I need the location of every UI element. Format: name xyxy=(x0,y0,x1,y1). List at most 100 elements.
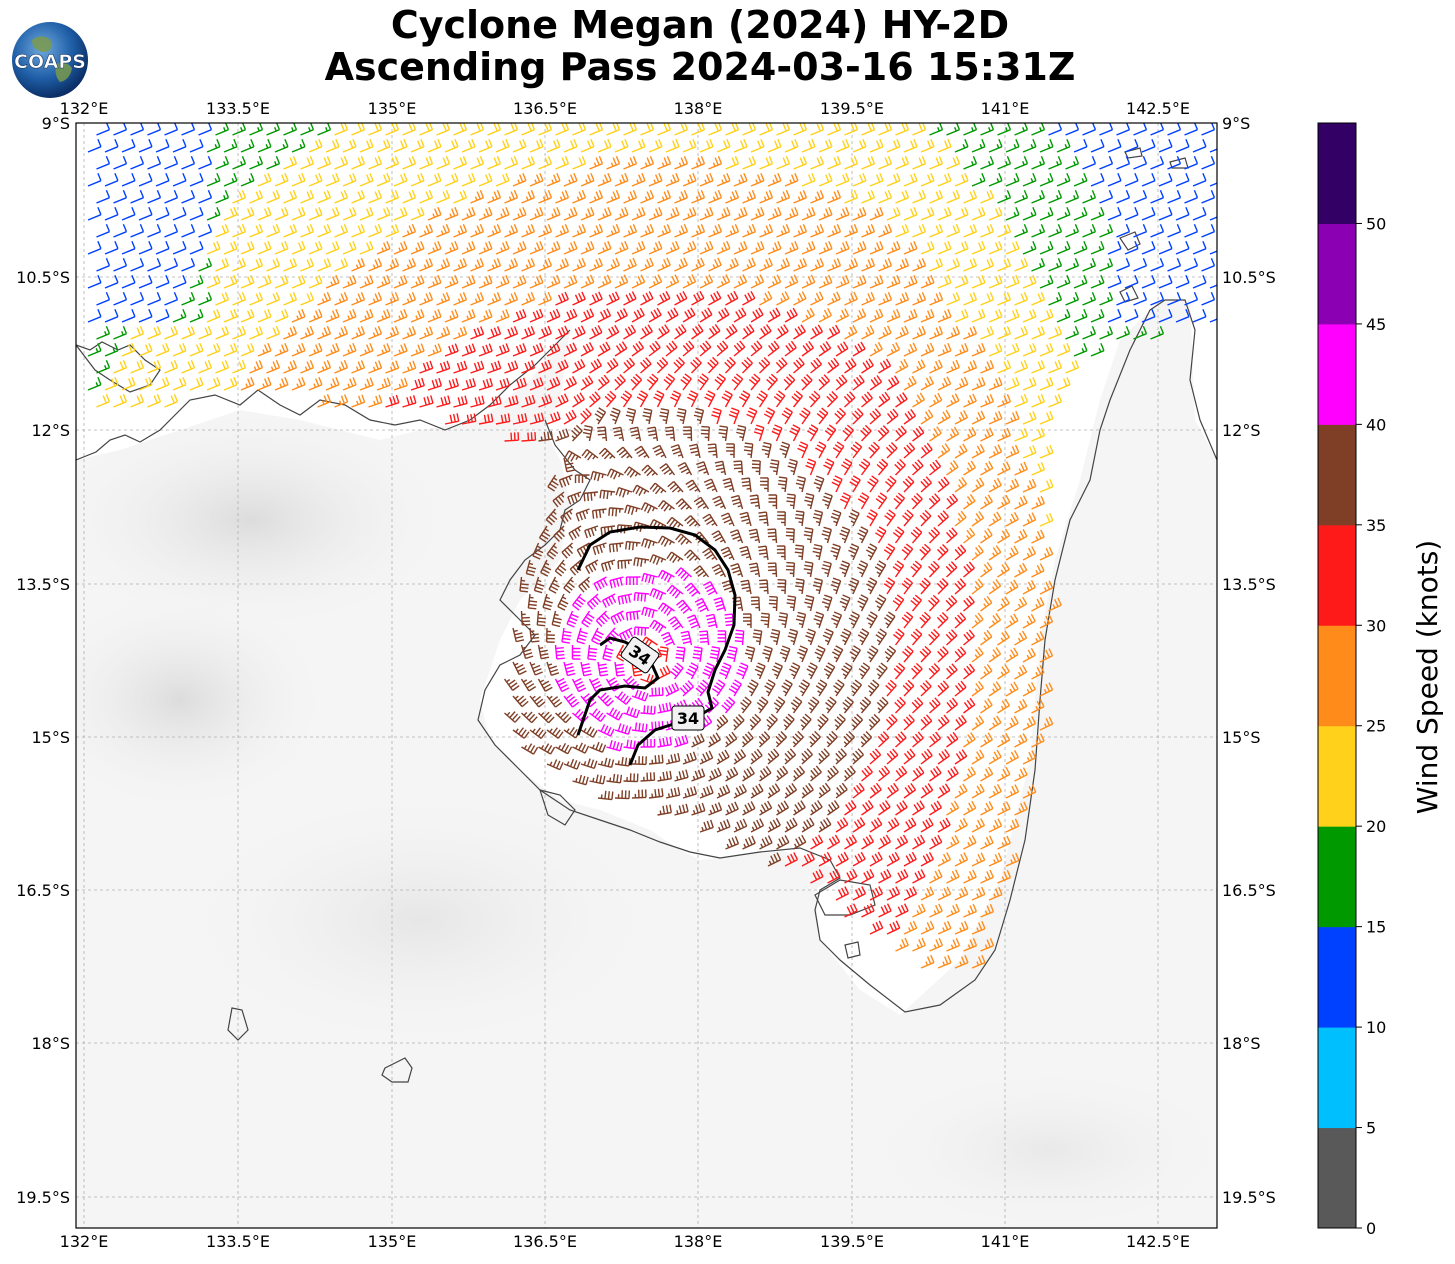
wind-barb xyxy=(753,424,765,442)
wind-barb xyxy=(742,801,756,816)
wind-barb xyxy=(839,594,851,612)
wind-barb xyxy=(1014,698,1028,714)
wind-barb xyxy=(266,326,281,340)
wind-barb xyxy=(980,224,995,238)
wind-barb xyxy=(1005,681,1019,697)
wind-barb xyxy=(189,377,204,391)
wind-barb xyxy=(901,577,914,595)
wind-barb xyxy=(1014,326,1029,340)
wind-barb xyxy=(928,526,940,544)
wind-barb xyxy=(684,582,701,597)
wind-barb xyxy=(781,679,793,697)
wind-barb xyxy=(827,869,841,884)
wind-barb xyxy=(393,173,408,187)
wind-barb xyxy=(546,139,561,153)
wind-barb xyxy=(633,626,650,636)
wind-barb xyxy=(767,139,782,153)
wind-barb xyxy=(767,562,778,578)
wind-barb xyxy=(504,190,519,204)
wind-barb xyxy=(766,373,778,391)
lat-tick-label: 19.5°S xyxy=(16,1188,70,1207)
wind-barb xyxy=(580,375,594,391)
lat-tick-label: 16.5°S xyxy=(16,881,70,900)
wind-barb xyxy=(929,731,942,748)
wind-barb xyxy=(546,727,564,739)
wind-barb xyxy=(495,413,511,425)
wind-barb xyxy=(529,139,544,153)
wind-barb xyxy=(878,834,892,850)
wind-barb xyxy=(776,324,789,340)
wind-barb xyxy=(537,644,550,660)
wind-barb xyxy=(172,343,187,357)
wind-barb xyxy=(714,373,726,391)
wind-barb xyxy=(848,577,860,595)
wind-barb xyxy=(980,698,993,714)
wind-barb xyxy=(902,679,915,697)
wind-barb xyxy=(1065,190,1080,204)
wind-barb xyxy=(215,360,230,374)
wind-barb xyxy=(385,224,400,238)
wind-barb xyxy=(912,800,925,816)
wind-barb xyxy=(963,800,977,816)
wind-barb xyxy=(691,733,705,748)
wind-barb xyxy=(470,190,485,204)
wind-barb xyxy=(997,869,1012,884)
wind-barb xyxy=(478,343,493,357)
wind-barb xyxy=(971,852,986,867)
wind-barb xyxy=(1014,767,1028,782)
lon-tick-label: 136.5°E xyxy=(513,99,577,118)
wind-barb xyxy=(928,493,941,510)
wind-barb xyxy=(1150,190,1165,204)
wind-barb xyxy=(827,765,839,782)
wind-barb xyxy=(997,732,1011,748)
wind-barb xyxy=(402,224,417,238)
wind-barb xyxy=(589,325,603,340)
wind-barb xyxy=(674,257,688,272)
wind-barb xyxy=(325,377,340,391)
wind-barb xyxy=(759,835,773,850)
wind-barb xyxy=(818,748,830,765)
wind-barb xyxy=(504,432,520,442)
wind-barb xyxy=(954,852,969,867)
wind-barb xyxy=(929,869,943,884)
wind-barb xyxy=(675,533,692,545)
wind-barb xyxy=(750,240,765,255)
wind-barb xyxy=(801,241,816,255)
wind-barb xyxy=(664,682,680,697)
wind-barb xyxy=(614,240,629,255)
wind-barb xyxy=(789,662,801,680)
wind-barb xyxy=(538,359,552,374)
wind-barb xyxy=(971,139,986,153)
wind-barb xyxy=(495,275,510,289)
wind-barb xyxy=(249,326,264,340)
wind-barb xyxy=(172,241,187,255)
wind-barb xyxy=(532,542,544,560)
wind-barb xyxy=(393,241,408,255)
colorbar-segment xyxy=(1318,826,1356,928)
wind-barb xyxy=(912,834,926,850)
wind-barb xyxy=(734,629,745,646)
wind-barb xyxy=(988,784,1002,799)
wind-barb xyxy=(487,326,502,340)
wind-barb xyxy=(963,869,977,884)
wind-barb xyxy=(632,484,650,496)
wind-barb xyxy=(571,424,583,442)
wind-barb xyxy=(368,190,383,204)
wind-barb xyxy=(792,730,804,748)
wind-barb xyxy=(878,868,892,884)
wind-barb xyxy=(676,599,693,614)
wind-barb xyxy=(988,511,1002,527)
wind-barb xyxy=(1184,258,1199,272)
wind-barb xyxy=(674,224,689,238)
wind-barb xyxy=(875,628,887,646)
wind-barb xyxy=(555,257,570,272)
wind-barb xyxy=(631,274,646,289)
wind-barb xyxy=(189,241,204,255)
wind-barb xyxy=(770,628,781,646)
wind-barb xyxy=(512,695,529,708)
wind-barb xyxy=(172,139,187,153)
wind-barb xyxy=(1150,292,1165,306)
wind-barb xyxy=(764,679,776,697)
wind-barb xyxy=(606,357,619,374)
wind-barb xyxy=(812,577,824,595)
